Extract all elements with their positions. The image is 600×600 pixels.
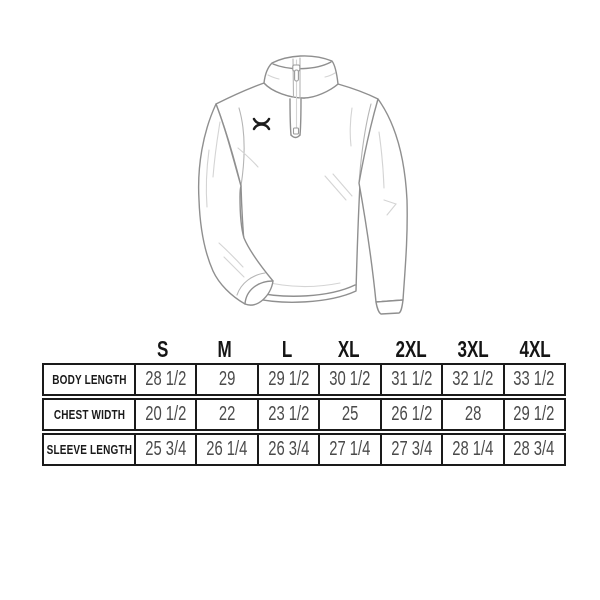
row-label: BODY LENGTH <box>51 372 127 387</box>
size-value-cell: 26 1/2 <box>379 400 441 429</box>
size-value-cell: 28 3/4 <box>502 435 564 464</box>
size-value-cell: 26 3/4 <box>256 435 318 464</box>
size-value-cell: 23 1/2 <box>256 400 318 429</box>
size-value-cell: 29 <box>195 365 256 394</box>
table-row-chest-width: CHEST WIDTH 20 1/2 22 23 1/2 25 26 1/2 2… <box>42 398 566 431</box>
right-sleeve <box>358 98 408 315</box>
left-sleeve <box>197 103 274 306</box>
size-value-cell: 26 1/4 <box>195 435 256 464</box>
table-row-body-length: BODY LENGTH 28 1/2 29 29 1/2 30 1/2 31 1… <box>42 363 566 396</box>
size-column-header-4xl: 4XL <box>519 336 551 362</box>
size-value-cell: 22 <box>195 400 256 429</box>
zipper-stop <box>292 127 300 135</box>
size-value-cell: 32 1/2 <box>441 365 502 394</box>
size-column-header-l: L <box>281 336 293 362</box>
right-armhole-seam <box>358 103 372 184</box>
size-value-cell: 28 <box>441 400 502 429</box>
table-row-sleeve-length: SLEEVE LENGTH 25 3/4 26 1/4 26 3/4 27 1/… <box>42 433 566 466</box>
size-value-cell: 29 1/2 <box>256 365 318 394</box>
collar <box>263 55 339 99</box>
size-header-row: S M L XL 2XL 3XL 4XL <box>42 338 566 361</box>
size-column-header-m: M <box>217 336 233 362</box>
quarter-zipper <box>289 57 302 139</box>
size-value-cell: 28 1/2 <box>134 365 195 394</box>
size-header-spacer <box>42 361 132 362</box>
size-value-cell: 28 1/4 <box>441 435 502 464</box>
left-armhole-seam <box>238 107 245 187</box>
row-label: CHEST WIDTH <box>53 407 125 422</box>
left-cuff <box>244 280 274 305</box>
size-value-cell: 25 <box>318 400 379 429</box>
size-column-header-xl: XL <box>338 336 360 362</box>
right-cuff <box>375 299 404 315</box>
size-value-cell: 29 1/2 <box>502 400 564 429</box>
size-value-cell: 31 1/2 <box>379 365 441 394</box>
size-value-cell: 30 1/2 <box>318 365 379 394</box>
row-label: SLEEVE LENGTH <box>46 442 132 457</box>
size-chart-table: S M L XL 2XL 3XL 4XL BODY LENGTH 28 1/2 … <box>42 338 566 466</box>
size-column-header-s: S <box>157 336 169 362</box>
size-value-cell: 27 1/4 <box>318 435 379 464</box>
size-column-header-3xl: 3XL <box>457 336 489 362</box>
under-armour-logo-icon <box>252 117 271 131</box>
size-value-cell: 33 1/2 <box>502 365 564 394</box>
size-value-cell: 25 3/4 <box>134 435 195 464</box>
size-value-cell: 27 3/4 <box>379 435 441 464</box>
zipper-pull <box>294 69 299 82</box>
size-column-header-2xl: 2XL <box>395 336 427 362</box>
size-value-cell: 20 1/2 <box>134 400 195 429</box>
